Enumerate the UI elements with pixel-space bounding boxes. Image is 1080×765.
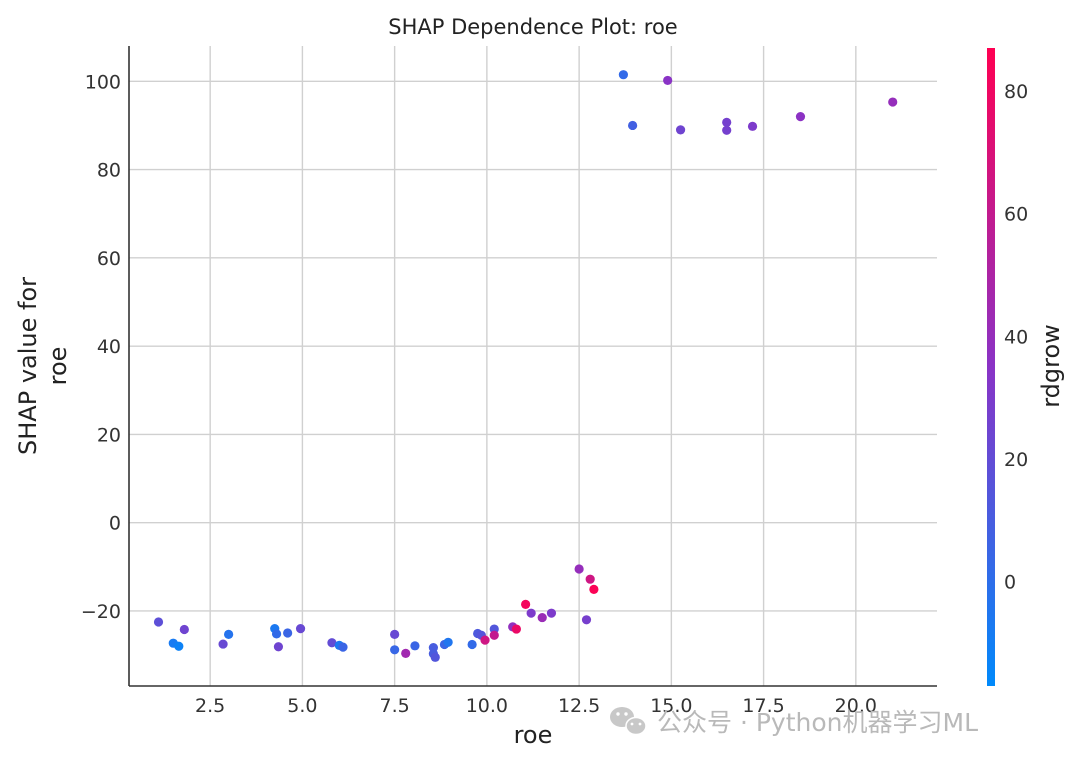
axes <box>128 46 937 687</box>
y-axis-label-line-2: roe <box>44 347 72 386</box>
scatter-point <box>546 608 557 618</box>
scatter-points <box>153 70 898 662</box>
scatter-point <box>511 624 521 634</box>
scatter-point <box>443 637 453 647</box>
y-axis-label: SHAP value for roe <box>14 277 72 455</box>
scatter-point <box>526 608 536 618</box>
scatter-point <box>574 564 584 574</box>
x-axis-label: roe <box>514 721 553 749</box>
scatter-point <box>747 121 758 131</box>
colorbar-label: rdgrow <box>1037 324 1065 408</box>
scatter-point <box>410 641 420 651</box>
scatter-point <box>722 125 732 135</box>
scatter-point <box>390 629 400 639</box>
grid-lines <box>129 46 937 686</box>
chart-title: SHAP Dependence Plot: roe <box>388 15 677 39</box>
scatter-point <box>795 112 806 122</box>
scatter-point <box>218 639 228 649</box>
x-tick-label: 7.5 <box>380 695 410 717</box>
colorbar-tick-label: 0 <box>1004 572 1016 594</box>
y-tick-label: 40 <box>97 336 121 358</box>
x-tick-label: 12.5 <box>558 695 600 717</box>
colorbar-tick-label: 80 <box>1004 81 1028 103</box>
scatter-point <box>663 75 673 86</box>
scatter-point <box>467 639 477 650</box>
scatter-point <box>271 629 282 639</box>
scatter-point <box>174 641 184 651</box>
scatter-point <box>618 70 628 80</box>
colorbar-tick-label: 40 <box>1004 326 1028 348</box>
y-tick-label: 0 <box>109 513 121 535</box>
y-tick-label: 60 <box>97 248 121 270</box>
x-tick-label: 2.5 <box>195 695 225 717</box>
scatter-point <box>585 574 595 584</box>
scatter-point <box>521 599 531 609</box>
scatter-point <box>327 638 337 648</box>
x-tick-labels: 2.5 5.0 7.5 10.0 12.5 15.0 17.5 20.0 <box>195 695 877 717</box>
y-tick-labels: −20 0 20 40 60 80 100 <box>81 71 121 623</box>
scatter-point <box>179 624 189 635</box>
scatter-point <box>480 635 490 645</box>
scatter-point <box>888 97 898 107</box>
watermark: 公众号 · Python机器学习ML <box>610 707 978 737</box>
scatter-point <box>224 629 234 639</box>
colorbar <box>987 48 995 686</box>
scatter-point <box>295 624 306 634</box>
x-tick-label: 17.5 <box>742 695 784 717</box>
x-tick-label: 10.0 <box>466 695 508 717</box>
y-tick-label: 100 <box>85 71 121 93</box>
scatter-point <box>390 645 400 655</box>
y-tick-label: 20 <box>97 424 121 446</box>
y-tick-label: 80 <box>97 160 121 182</box>
scatter-point <box>283 628 293 638</box>
scatter-point <box>153 617 164 627</box>
x-tick-label: 5.0 <box>287 695 317 717</box>
scatter-point <box>401 648 411 658</box>
scatter-point <box>273 642 284 652</box>
colorbar-tick-label: 60 <box>1004 204 1028 226</box>
y-tick-label: −20 <box>81 601 121 623</box>
colorbar-tick-label: 20 <box>1004 449 1028 471</box>
scatter-point <box>338 642 348 652</box>
x-tick-label: 20.0 <box>835 695 877 717</box>
scatter-point <box>675 125 686 135</box>
scatter-point <box>537 612 547 623</box>
scatter-point <box>489 630 499 640</box>
x-tick-label: 15.0 <box>650 695 692 717</box>
scatter-point <box>430 652 440 662</box>
wechat-icon <box>610 707 647 736</box>
scatter-point <box>628 120 638 131</box>
y-axis-label-line-1: SHAP value for <box>14 277 42 455</box>
colorbar-tick-labels: 0 20 40 60 80 <box>1004 81 1028 594</box>
scatter-point <box>581 615 592 625</box>
scatter-point <box>589 584 599 594</box>
watermark-text: 公众号 · Python机器学习ML <box>657 708 978 737</box>
scatter-point <box>722 117 732 127</box>
